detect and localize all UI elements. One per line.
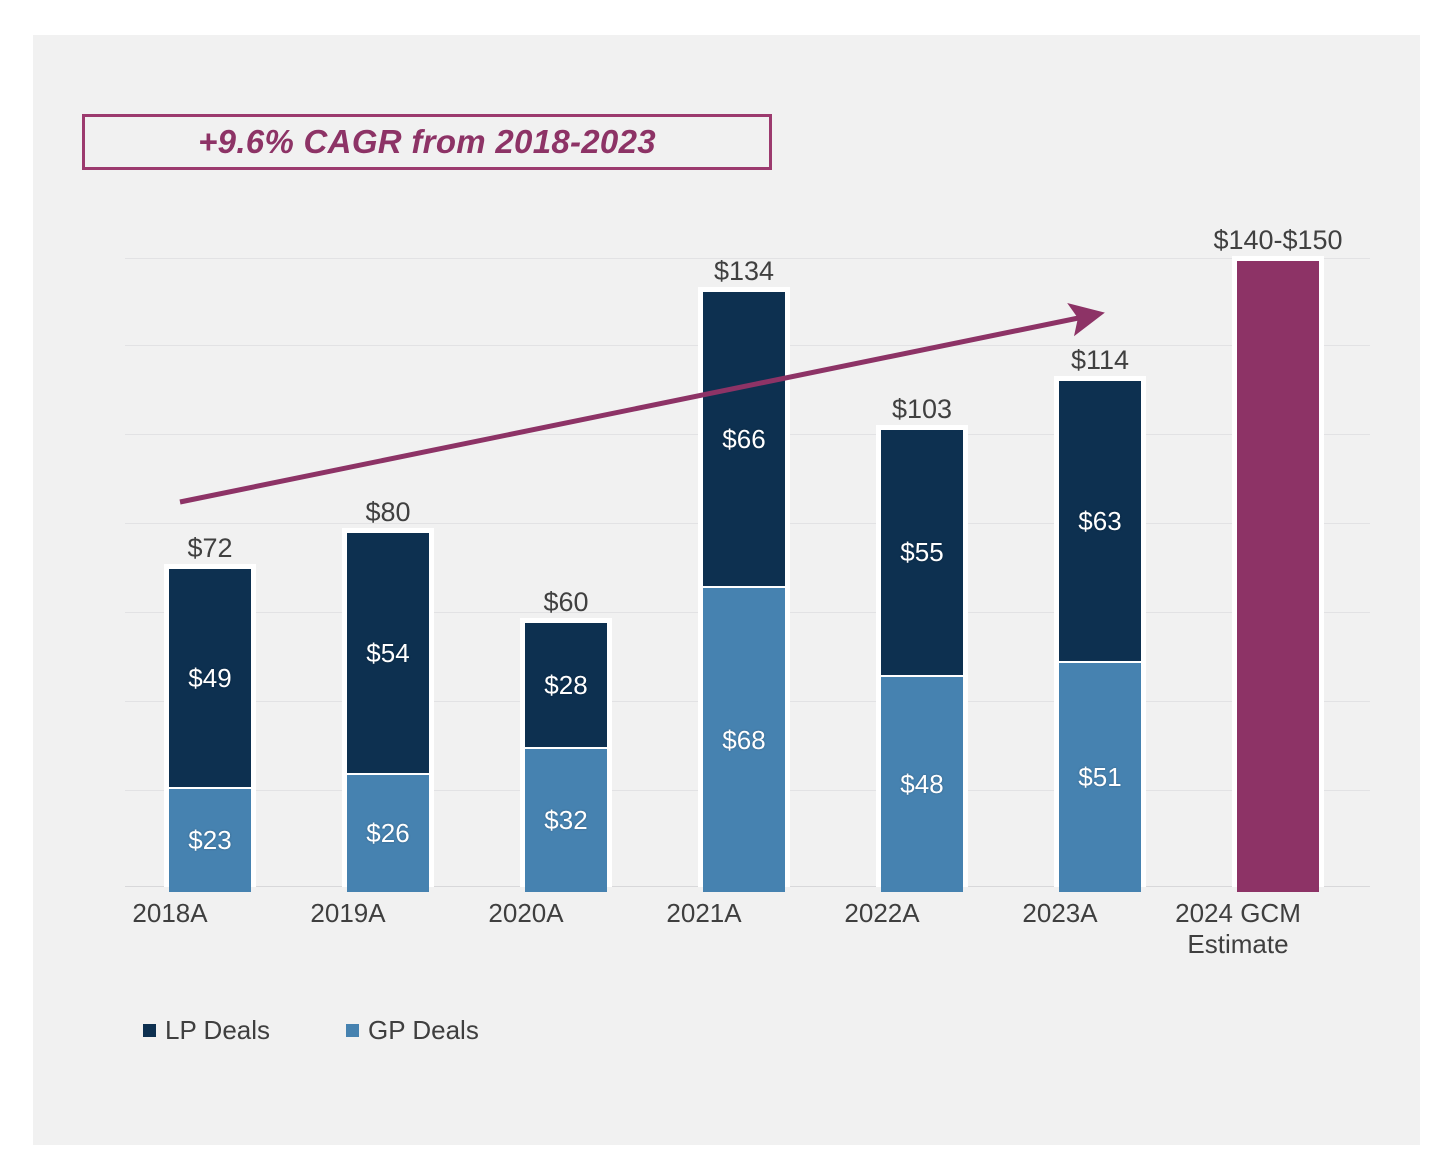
xtick-line-1: 2024 GCM: [1175, 898, 1301, 928]
square-marker-icon: [143, 1024, 156, 1037]
bar-total-label: $72: [187, 533, 233, 563]
gridline-140: [125, 258, 1370, 259]
xtick-2024-estimate: 2024 GCM Estimate: [1148, 898, 1328, 959]
legend-item-lp-deals[interactable]: LP Deals: [143, 1015, 270, 1046]
bar-total-label: $103: [891, 394, 953, 424]
bar-segment-gp[interactable]: $51: [1059, 663, 1141, 892]
bar-segment-gp[interactable]: $32: [525, 749, 607, 892]
bar-segment-estimate[interactable]: [1237, 261, 1319, 892]
xtick-2023a: 2023A: [1022, 898, 1098, 928]
chart-legend: LP Deals GP Deals: [143, 1015, 555, 1046]
bar-stack[interactable]: $49 $23: [164, 564, 256, 892]
bar-segment-gp[interactable]: $23: [169, 789, 251, 892]
bar-segment-label: $28: [544, 669, 588, 700]
bar-total-label: $60: [543, 587, 589, 617]
bar-segment-gp[interactable]: $48: [881, 677, 963, 892]
bar-total-label: $134: [713, 256, 775, 286]
bar-stack[interactable]: $66 $68: [698, 287, 790, 892]
bar-segment-lp[interactable]: $54: [347, 533, 429, 775]
xtick-2019a: 2019A: [310, 898, 386, 928]
bar-segment-label: $51: [1078, 762, 1122, 792]
bar-segment-label: $48: [900, 769, 944, 799]
bar-segment-lp[interactable]: $55: [881, 430, 963, 677]
bar-segment-label: $54: [366, 637, 410, 668]
legend-label: LP Deals: [165, 1015, 271, 1045]
cagr-callout-text: +9.6% CAGR from 2018-2023: [198, 123, 656, 160]
bar-stack[interactable]: $63 $51: [1054, 376, 1146, 892]
bar-segment-label: $68: [722, 724, 766, 755]
bar-segment-gp[interactable]: $68: [703, 588, 785, 892]
bar-segment-label: $55: [900, 537, 944, 567]
bar-stack[interactable]: $55 $48: [876, 425, 968, 892]
bar-segment-lp[interactable]: $63: [1059, 381, 1141, 663]
bar-segment-label: $66: [722, 423, 766, 454]
bar-segment-lp[interactable]: $66: [703, 292, 785, 588]
bar-total-label: $140-$150: [1213, 225, 1343, 255]
bar-segment-lp[interactable]: $49: [169, 569, 251, 789]
bar-segment-lp[interactable]: $28: [525, 623, 607, 749]
bar-segment-label: $26: [366, 818, 410, 848]
xtick-2020a: 2020A: [488, 898, 564, 928]
legend-item-gp-deals[interactable]: GP Deals: [346, 1015, 479, 1046]
bar-total-label: $80: [365, 497, 411, 527]
bar-stack[interactable]: $54 $26: [342, 528, 434, 892]
bar-total-label: $114: [1070, 345, 1130, 375]
bar-segment-label: $32: [544, 805, 588, 835]
square-marker-icon: [346, 1024, 360, 1037]
xtick-2022a: 2022A: [844, 898, 920, 928]
bar-segment-gp[interactable]: $26: [347, 775, 429, 892]
bar-segment-label: $63: [1078, 505, 1122, 536]
xtick-line-2: Estimate: [1187, 928, 1289, 959]
cagr-callout-banner: +9.6% CAGR from 2018-2023: [82, 114, 772, 170]
bar-segment-label: $49: [188, 662, 232, 693]
bar-segment-label: $23: [188, 825, 232, 855]
plot-area: $72 $49 $23 $80 $54 $26: [125, 225, 1370, 892]
legend-label: GP Deals: [368, 1015, 479, 1045]
xtick-2018a: 2018A: [132, 898, 208, 928]
xtick-2021a: 2021A: [666, 898, 742, 928]
bar-stack[interactable]: [1232, 256, 1324, 892]
bar-stack[interactable]: $28 $32: [520, 618, 612, 892]
